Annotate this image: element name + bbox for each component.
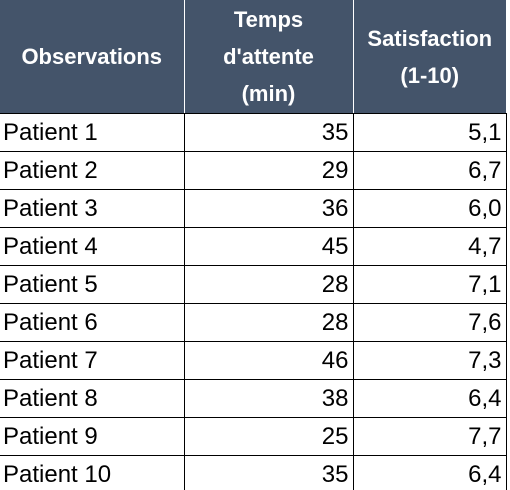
cell-patient[interactable]: Patient 7 xyxy=(0,341,185,380)
cell-satisfaction[interactable]: 7,7 xyxy=(353,417,507,456)
cell-patient[interactable]: Patient 3 xyxy=(0,189,185,228)
cell-satisfaction[interactable]: 6,4 xyxy=(353,379,507,418)
header-satisfaction-line-1: Satisfaction xyxy=(367,25,493,51)
cell-patient[interactable]: Patient 2 xyxy=(0,151,185,190)
cell-satisfaction[interactable]: 6,4 xyxy=(353,455,507,490)
header-wait-time[interactable]: Temps d'attente (min) xyxy=(183,0,353,114)
cell-patient[interactable]: Patient 9 xyxy=(0,417,185,456)
cell-satisfaction[interactable]: 7,1 xyxy=(353,265,507,304)
cell-wait[interactable]: 38 xyxy=(184,379,354,418)
header-row: Observations Temps d'attente (min) Satis… xyxy=(0,0,506,114)
cell-wait[interactable]: 25 xyxy=(184,417,354,456)
table-row: Patient 4 45 4,7 xyxy=(0,227,507,266)
cell-satisfaction[interactable]: 5,1 xyxy=(353,113,507,152)
header-satisfaction-line-2: (1-10) xyxy=(400,62,460,88)
header-observations[interactable]: Observations xyxy=(0,0,184,114)
cell-wait[interactable]: 28 xyxy=(184,265,354,304)
cell-satisfaction[interactable]: 6,7 xyxy=(353,151,507,190)
table-row: Patient 2 29 6,7 xyxy=(0,151,507,190)
cell-wait[interactable]: 35 xyxy=(184,113,354,152)
table-row: Patient 3 36 6,0 xyxy=(0,189,507,228)
cell-satisfaction[interactable]: 4,7 xyxy=(353,227,507,266)
cell-patient[interactable]: Patient 8 xyxy=(0,379,185,418)
header-observations-label: Observations xyxy=(21,44,163,69)
cell-patient[interactable]: Patient 4 xyxy=(0,227,185,266)
cell-wait[interactable]: 45 xyxy=(184,227,354,266)
table-row: Patient 10 35 6,4 xyxy=(0,455,507,490)
table-row: Patient 7 46 7,3 xyxy=(0,341,507,380)
header-wait-line-2: d'attente xyxy=(223,44,314,69)
table-row: Patient 5 28 7,1 xyxy=(0,265,507,304)
header-wait-line-1: Temps xyxy=(233,7,304,32)
table-row: Patient 6 28 7,6 xyxy=(0,303,507,342)
cell-patient[interactable]: Patient 5 xyxy=(0,265,185,304)
table-row: Patient 1 35 5,1 xyxy=(0,113,507,152)
cell-wait[interactable]: 36 xyxy=(184,189,354,228)
cell-satisfaction[interactable]: 7,6 xyxy=(353,303,507,342)
cell-wait[interactable]: 46 xyxy=(184,341,354,380)
header-satisfaction[interactable]: Satisfaction (1-10) xyxy=(352,0,506,114)
cell-patient[interactable]: Patient 10 xyxy=(0,455,185,490)
cell-patient[interactable]: Patient 6 xyxy=(0,303,185,342)
cell-patient[interactable]: Patient 1 xyxy=(0,113,185,152)
cell-wait[interactable]: 29 xyxy=(184,151,354,190)
table-row: Patient 8 38 6,4 xyxy=(0,379,507,418)
cell-wait[interactable]: 28 xyxy=(184,303,354,342)
cell-satisfaction[interactable]: 7,3 xyxy=(353,341,507,380)
table-row: Patient 9 25 7,7 xyxy=(0,417,507,456)
cell-wait[interactable]: 35 xyxy=(184,455,354,490)
header-wait-line-3: (min) xyxy=(241,81,296,106)
cell-satisfaction[interactable]: 6,0 xyxy=(353,189,507,228)
